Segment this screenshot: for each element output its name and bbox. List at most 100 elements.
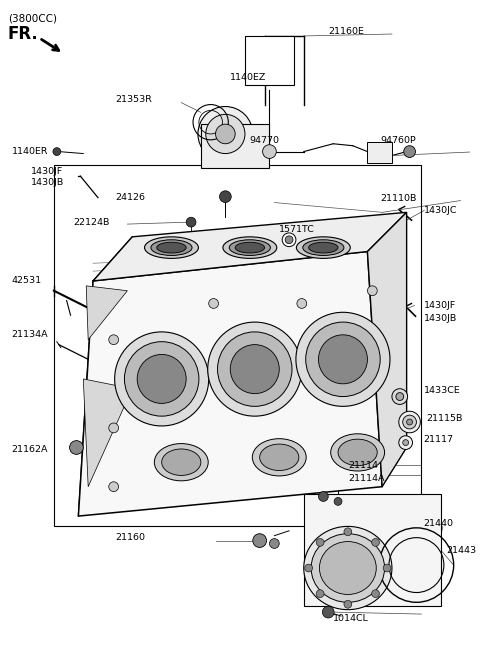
Text: 1430JF: 1430JF (31, 167, 64, 175)
Text: 21134A: 21134A (12, 331, 48, 339)
Ellipse shape (331, 434, 384, 471)
Circle shape (316, 539, 324, 546)
Ellipse shape (311, 534, 384, 602)
Text: 21160: 21160 (116, 533, 145, 542)
Circle shape (318, 492, 328, 501)
Circle shape (392, 389, 408, 404)
Circle shape (198, 106, 253, 162)
Text: 94760P: 94760P (380, 136, 416, 145)
Text: 21353R: 21353R (116, 95, 153, 104)
Circle shape (306, 322, 380, 396)
Text: 1140EZ: 1140EZ (230, 72, 266, 82)
Circle shape (316, 590, 324, 598)
Bar (245, 36, 294, 85)
Text: FR.: FR. (8, 25, 38, 43)
Ellipse shape (319, 542, 376, 595)
Text: 21162A: 21162A (12, 445, 48, 454)
Circle shape (323, 606, 334, 618)
Circle shape (109, 482, 119, 492)
Text: 1430JF: 1430JF (424, 301, 456, 310)
Circle shape (137, 355, 186, 404)
Circle shape (263, 145, 276, 158)
Text: 21110B: 21110B (380, 194, 417, 203)
Ellipse shape (338, 439, 377, 466)
Polygon shape (93, 213, 407, 281)
Polygon shape (86, 286, 127, 340)
Text: 21115B: 21115B (426, 413, 463, 422)
Ellipse shape (162, 449, 201, 475)
Circle shape (305, 564, 312, 572)
Text: 21440: 21440 (423, 520, 453, 528)
Ellipse shape (297, 237, 350, 258)
Polygon shape (84, 379, 132, 486)
Circle shape (282, 233, 296, 246)
Text: 1430JB: 1430JB (424, 314, 457, 323)
Bar (54, 166, 421, 526)
Circle shape (344, 528, 352, 536)
Circle shape (372, 539, 380, 546)
Circle shape (399, 411, 420, 433)
Polygon shape (78, 252, 382, 516)
Circle shape (53, 147, 61, 156)
Circle shape (206, 114, 245, 154)
Circle shape (297, 299, 307, 308)
Circle shape (124, 342, 199, 416)
Circle shape (186, 217, 196, 227)
Circle shape (285, 236, 293, 244)
Text: 1430JC: 1430JC (424, 206, 458, 215)
Text: (3800CC): (3800CC) (8, 13, 57, 23)
Text: 21114A: 21114A (348, 475, 384, 483)
Circle shape (109, 423, 119, 433)
Text: 1433CE: 1433CE (424, 386, 461, 395)
Circle shape (115, 332, 209, 426)
Ellipse shape (157, 243, 186, 253)
Circle shape (216, 124, 235, 143)
Text: 21117: 21117 (423, 435, 453, 444)
Circle shape (372, 590, 380, 598)
Text: 1571TC: 1571TC (279, 226, 315, 235)
Ellipse shape (309, 243, 338, 253)
Ellipse shape (151, 240, 192, 256)
Ellipse shape (303, 240, 344, 256)
Text: 1140ER: 1140ER (12, 147, 48, 156)
Text: 22124B: 22124B (73, 218, 110, 227)
Text: 21160E: 21160E (328, 27, 364, 36)
Circle shape (404, 145, 416, 158)
Ellipse shape (252, 439, 306, 476)
Circle shape (269, 539, 279, 548)
Circle shape (209, 299, 218, 308)
Circle shape (383, 564, 391, 572)
Circle shape (208, 322, 302, 416)
Ellipse shape (260, 444, 299, 471)
Text: 1014CL: 1014CL (333, 614, 369, 623)
Text: 21443: 21443 (446, 546, 476, 555)
Circle shape (403, 415, 417, 429)
Circle shape (230, 345, 279, 394)
Ellipse shape (229, 240, 270, 256)
Circle shape (344, 600, 352, 608)
Circle shape (403, 439, 408, 445)
Circle shape (217, 332, 292, 406)
Circle shape (70, 441, 84, 454)
Bar (201, 124, 269, 168)
Ellipse shape (144, 237, 198, 258)
Circle shape (399, 436, 412, 449)
Text: 1430JB: 1430JB (31, 179, 65, 187)
Circle shape (318, 335, 368, 384)
Text: 94770: 94770 (250, 136, 280, 145)
Ellipse shape (235, 243, 264, 253)
Text: 21114: 21114 (348, 460, 378, 469)
Circle shape (334, 497, 342, 505)
Circle shape (407, 419, 412, 425)
Ellipse shape (304, 526, 392, 610)
Text: 42531: 42531 (12, 276, 42, 286)
Circle shape (253, 534, 266, 548)
Circle shape (219, 191, 231, 203)
Circle shape (396, 393, 404, 400)
Ellipse shape (155, 443, 208, 481)
Bar (368, 141, 392, 164)
Ellipse shape (223, 237, 277, 258)
Circle shape (296, 312, 390, 406)
Text: 24126: 24126 (116, 193, 145, 202)
Bar (304, 494, 441, 606)
